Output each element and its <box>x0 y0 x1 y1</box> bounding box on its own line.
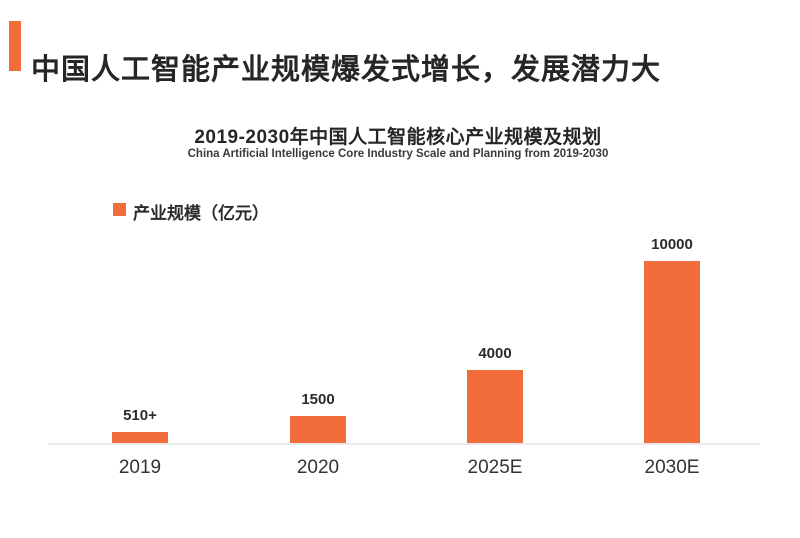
chart-subtitle: China Artificial Intelligence Core Indus… <box>187 148 609 160</box>
header-accent-bar <box>9 21 21 71</box>
x-axis-label: 2025E <box>467 457 523 478</box>
bar-value-label: 1500 <box>301 391 335 408</box>
chart-title: 2019-2030年中国人工智能核心产业规模及规划 <box>194 127 602 148</box>
bar-column-2025E: 4000 <box>450 346 540 443</box>
bar-2030E <box>644 261 700 443</box>
x-axis-label: 2030E <box>644 457 700 478</box>
bar-value-label: 10000 <box>651 236 693 253</box>
legend-label: 产业规模（亿元） <box>133 204 269 223</box>
x-axis-label: 2020 <box>296 457 340 478</box>
bar-2019 <box>112 432 168 443</box>
bar-2020 <box>290 416 346 443</box>
legend-swatch-icon <box>113 203 126 216</box>
page-title: 中国人工智能产业规模爆发式增长，发展潜力大 <box>31 54 662 87</box>
bar-column-2030E: 10000 <box>627 237 717 443</box>
bar-column-2020: 1500 <box>273 392 363 443</box>
bar-column-2019: 510+ <box>95 408 185 443</box>
x-axis-label: 2019 <box>118 457 162 478</box>
bar-value-label: 510+ <box>123 407 157 424</box>
x-axis-line <box>48 443 760 445</box>
bar-2025E <box>467 370 523 443</box>
legend: 产业规模（亿元） <box>113 199 269 224</box>
bar-value-label: 4000 <box>478 345 512 362</box>
